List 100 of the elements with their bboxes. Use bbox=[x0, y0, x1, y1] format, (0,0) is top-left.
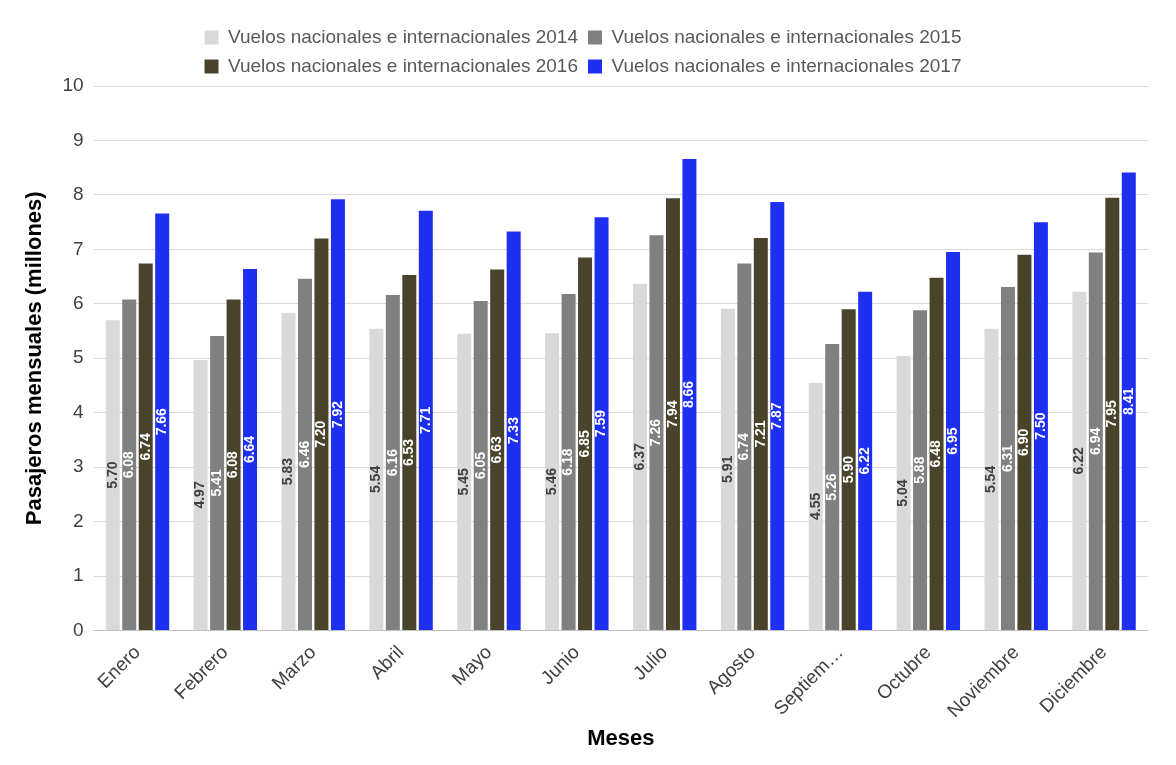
data-label: 6.05 bbox=[471, 451, 488, 480]
data-label: 7.95 bbox=[1103, 399, 1120, 428]
bar bbox=[138, 263, 153, 631]
legend-label: Vuelos nacionales e internacionales 2014 bbox=[228, 25, 579, 47]
bar bbox=[314, 238, 329, 631]
bar bbox=[770, 201, 785, 631]
data-label: 6.64 bbox=[240, 435, 257, 464]
bar bbox=[330, 199, 345, 631]
data-label: 7.92 bbox=[328, 400, 345, 429]
bar bbox=[243, 268, 258, 631]
data-label: 6.22 bbox=[1070, 447, 1087, 475]
data-label: 8.66 bbox=[680, 380, 697, 409]
data-label: 5.04 bbox=[894, 479, 911, 507]
bar bbox=[737, 263, 752, 631]
data-label: 5.90 bbox=[839, 455, 856, 484]
bar bbox=[649, 235, 664, 631]
bar bbox=[825, 344, 840, 631]
data-label: 6.22 bbox=[856, 447, 873, 475]
data-label: 5.46 bbox=[542, 467, 559, 496]
data-label: 7.59 bbox=[592, 409, 609, 438]
data-label: 6.53 bbox=[400, 438, 417, 467]
bar bbox=[122, 299, 137, 631]
bar bbox=[490, 269, 505, 631]
legend-label: Vuelos nacionales e internacionales 2015 bbox=[611, 25, 962, 47]
data-label: 7.26 bbox=[647, 418, 664, 447]
data-label: 6.48 bbox=[927, 440, 944, 468]
data-label: 7.50 bbox=[1031, 412, 1048, 440]
bar bbox=[841, 309, 856, 631]
y-tick-label: 8 bbox=[72, 183, 84, 205]
y-tick-label: 2 bbox=[72, 509, 84, 531]
bar bbox=[210, 335, 225, 631]
data-label: 7.20 bbox=[312, 420, 329, 448]
bar bbox=[473, 301, 488, 631]
data-label: 5.26 bbox=[823, 473, 840, 501]
data-label: 6.08 bbox=[120, 450, 137, 479]
data-label: 6.08 bbox=[224, 450, 241, 479]
bar bbox=[1105, 197, 1120, 631]
bar bbox=[297, 278, 312, 631]
data-label: 6.16 bbox=[383, 448, 400, 477]
data-label: 5.83 bbox=[279, 457, 296, 486]
data-label: 6.74 bbox=[136, 432, 153, 461]
y-tick-label: 6 bbox=[72, 292, 84, 314]
data-label: 6.18 bbox=[559, 448, 576, 476]
x-tick-label: Julio bbox=[628, 641, 672, 684]
data-label: 7.71 bbox=[416, 406, 433, 434]
data-label: 5.54 bbox=[982, 465, 999, 494]
legend-label: Vuelos nacionales e internacionales 2017 bbox=[611, 54, 962, 76]
y-tick-label: 3 bbox=[72, 455, 84, 477]
data-label: 6.63 bbox=[488, 435, 505, 464]
data-label: 6.94 bbox=[1086, 427, 1103, 455]
data-label: 5.41 bbox=[207, 469, 224, 497]
data-label: 6.85 bbox=[575, 429, 592, 458]
y-tick-label: 5 bbox=[72, 346, 84, 368]
data-label: 5.70 bbox=[103, 461, 120, 489]
bar bbox=[1000, 286, 1015, 631]
data-label: 8.41 bbox=[1119, 387, 1136, 415]
y-tick-label: 10 bbox=[62, 74, 84, 96]
bar bbox=[418, 210, 433, 631]
data-label: 6.74 bbox=[735, 432, 752, 461]
bar bbox=[753, 237, 768, 631]
data-label: 7.21 bbox=[751, 420, 768, 448]
data-label: 6.46 bbox=[295, 440, 312, 469]
y-tick-label: 9 bbox=[72, 128, 84, 150]
data-label: 5.45 bbox=[455, 468, 472, 496]
bar bbox=[682, 158, 697, 631]
bar bbox=[1088, 252, 1103, 631]
y-tick-label: 7 bbox=[72, 237, 84, 259]
bar bbox=[561, 294, 576, 631]
data-label: 7.33 bbox=[504, 416, 521, 445]
bar bbox=[1017, 254, 1032, 631]
bar bbox=[226, 299, 241, 631]
bar bbox=[155, 213, 170, 631]
y-tick-label: 0 bbox=[72, 618, 84, 640]
bar bbox=[858, 291, 873, 631]
data-label: 5.91 bbox=[718, 455, 735, 483]
y-tick-label: 4 bbox=[72, 400, 84, 422]
data-label: 5.88 bbox=[910, 456, 927, 484]
x-axis-title: Meses bbox=[587, 724, 655, 750]
data-label: 6.90 bbox=[1015, 428, 1032, 457]
legend-label: Vuelos nacionales e internacionales 2016 bbox=[228, 54, 579, 76]
bar bbox=[385, 295, 400, 631]
bar bbox=[913, 310, 928, 631]
data-label: 7.94 bbox=[663, 400, 680, 428]
data-label: 7.87 bbox=[768, 402, 785, 430]
bar bbox=[506, 231, 521, 631]
bar bbox=[929, 277, 944, 631]
bar bbox=[578, 257, 593, 631]
bar bbox=[665, 198, 680, 631]
data-label: 5.54 bbox=[367, 465, 384, 494]
data-label: 7.66 bbox=[153, 407, 170, 436]
y-axis-title: Pasajeros mensuales (millones) bbox=[21, 191, 47, 526]
y-tick-label: 1 bbox=[72, 564, 84, 586]
data-label: 4.55 bbox=[806, 492, 823, 521]
data-label: 6.37 bbox=[630, 443, 647, 471]
bar bbox=[946, 252, 961, 631]
data-label: 6.31 bbox=[998, 444, 1015, 473]
bar bbox=[402, 274, 417, 631]
bar bbox=[1033, 222, 1048, 631]
bar bbox=[594, 217, 609, 631]
data-label: 6.95 bbox=[943, 427, 960, 455]
